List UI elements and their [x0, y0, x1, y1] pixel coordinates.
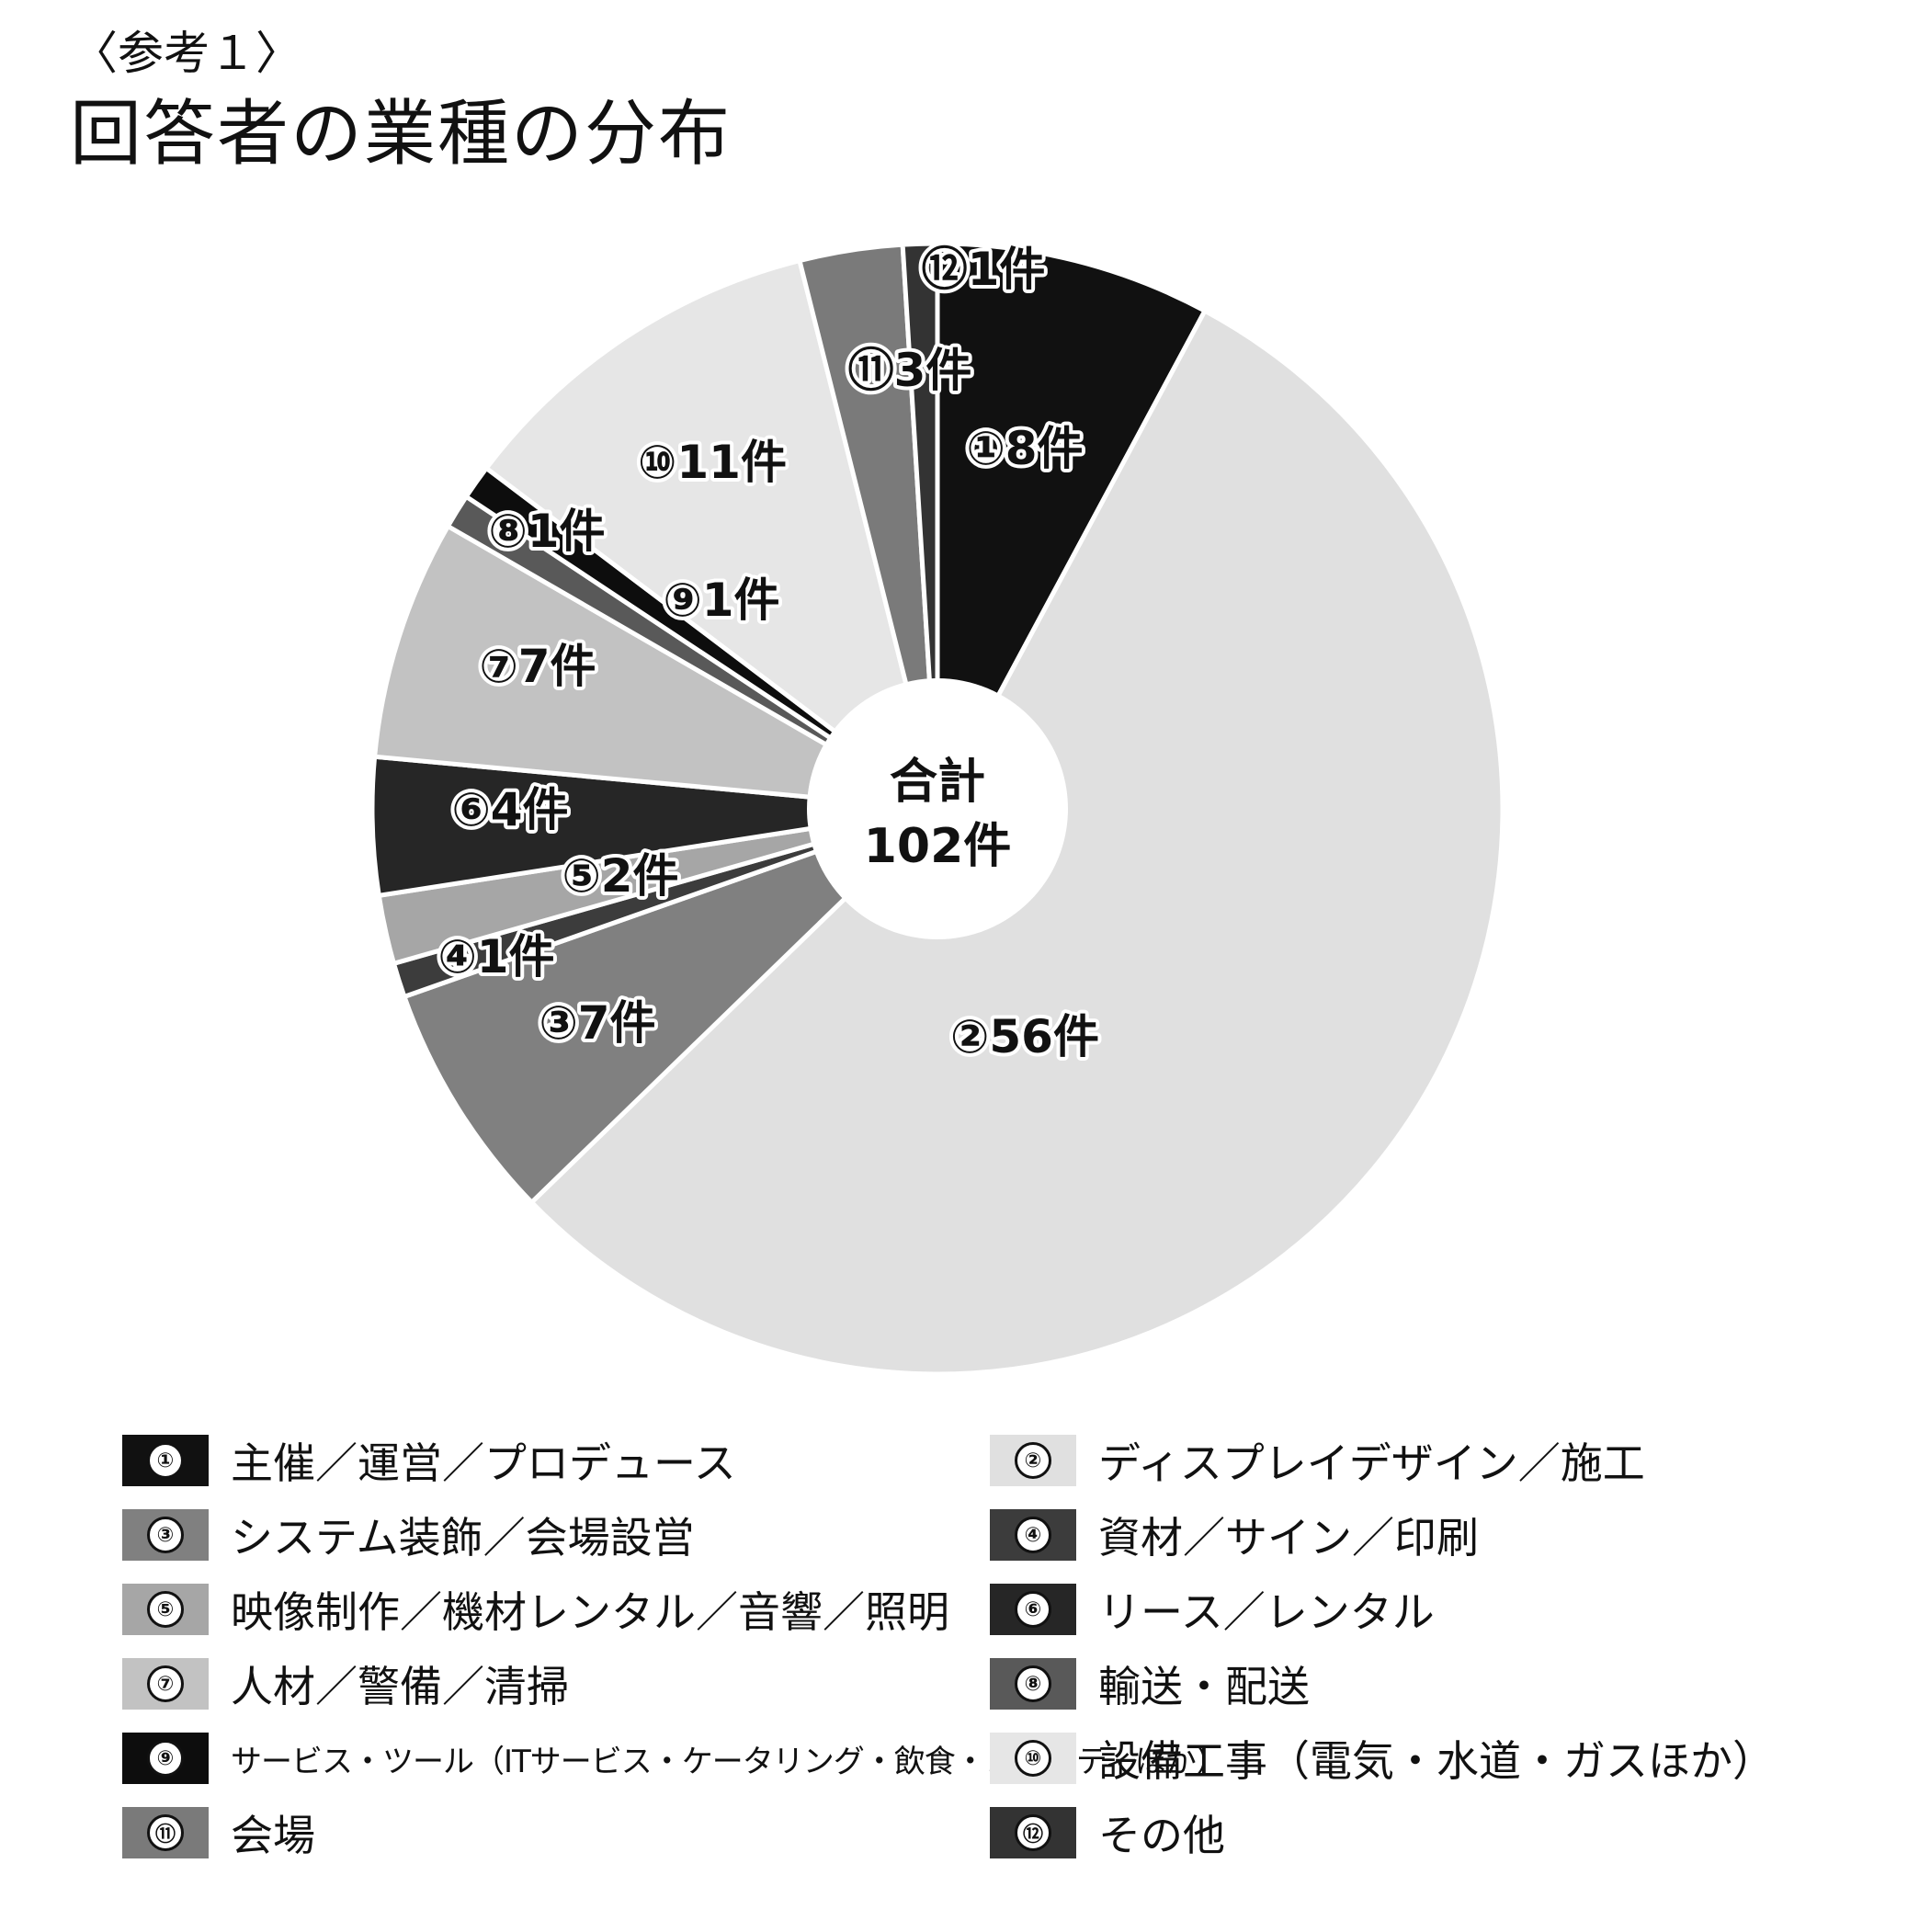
- center-label-total-title: 合計: [890, 755, 985, 810]
- center-hole: [807, 678, 1068, 939]
- slice-label-3: ③7件: [539, 996, 655, 1050]
- slice-label-9: ⑨1件: [663, 574, 779, 627]
- slice-label-10: ⑩11件: [638, 436, 787, 489]
- slice-label-4: ④1件: [437, 930, 554, 983]
- slice-label-8: ⑧1件: [488, 505, 605, 558]
- pie-slice-3: [401, 806, 939, 1206]
- slice-label-5: ⑤2件: [562, 849, 678, 903]
- slice-label-2: ②56件: [950, 1010, 1099, 1063]
- slice-label-11: ⑪3件: [848, 344, 972, 397]
- slice-label-12: ⑫1件: [922, 243, 1046, 296]
- pie-slice-1: [935, 241, 1209, 811]
- chart-subtitle: 〈参考１〉: [72, 27, 301, 80]
- pie-slice-7: [371, 523, 939, 812]
- slice-label-7: ⑦7件: [479, 640, 596, 693]
- pie-slice-12: [900, 241, 940, 810]
- chart-title: 回答者の業種の分布: [70, 93, 732, 176]
- pie-slice-10: [483, 257, 942, 815]
- slice-label-1: ①8件: [966, 422, 1083, 475]
- slice-label-6: ⑥4件: [451, 783, 568, 836]
- center-label-total-value: 102件: [864, 819, 1012, 874]
